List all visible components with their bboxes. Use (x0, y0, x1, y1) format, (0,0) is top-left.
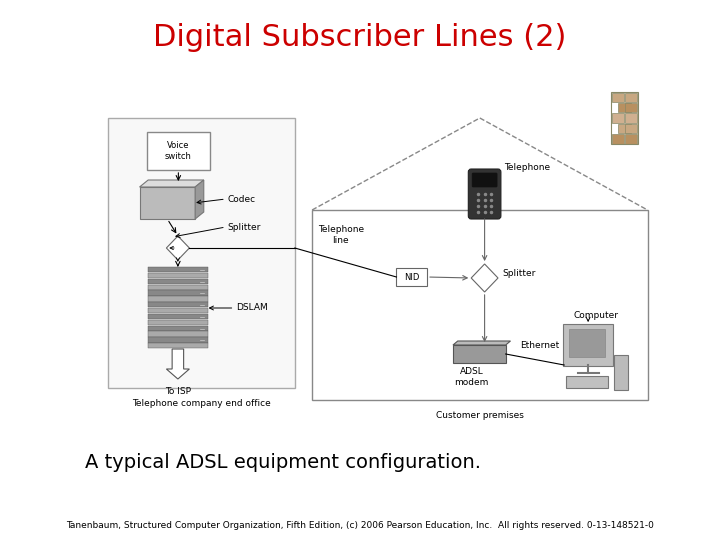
FancyBboxPatch shape (312, 210, 647, 400)
FancyBboxPatch shape (147, 132, 210, 170)
FancyBboxPatch shape (148, 320, 207, 325)
FancyBboxPatch shape (468, 169, 501, 219)
Text: Telephone
line: Telephone line (318, 225, 364, 245)
Text: Codec: Codec (228, 194, 256, 204)
FancyBboxPatch shape (618, 103, 631, 112)
Polygon shape (166, 349, 189, 379)
Polygon shape (195, 180, 204, 219)
FancyBboxPatch shape (148, 308, 207, 313)
FancyBboxPatch shape (611, 113, 624, 123)
Polygon shape (453, 341, 510, 345)
Text: A typical ADSL equipment configuration.: A typical ADSL equipment configuration. (85, 453, 481, 471)
FancyBboxPatch shape (148, 343, 207, 348)
FancyBboxPatch shape (625, 124, 637, 133)
FancyBboxPatch shape (148, 267, 207, 272)
FancyBboxPatch shape (611, 134, 624, 144)
FancyBboxPatch shape (563, 324, 613, 366)
FancyBboxPatch shape (148, 291, 207, 296)
FancyBboxPatch shape (453, 345, 505, 363)
Text: ADSL
modem: ADSL modem (454, 367, 489, 387)
FancyBboxPatch shape (148, 279, 207, 284)
Text: Voice
switch: Voice switch (165, 141, 192, 161)
FancyBboxPatch shape (148, 338, 207, 343)
FancyBboxPatch shape (569, 329, 606, 357)
Polygon shape (140, 180, 204, 187)
FancyBboxPatch shape (148, 332, 207, 337)
Text: Ethernet: Ethernet (520, 341, 559, 350)
FancyBboxPatch shape (148, 314, 207, 319)
FancyBboxPatch shape (611, 92, 624, 102)
FancyBboxPatch shape (472, 173, 497, 187)
Text: Customer premises: Customer premises (436, 411, 523, 420)
FancyBboxPatch shape (148, 302, 207, 307)
FancyBboxPatch shape (625, 113, 637, 123)
Polygon shape (166, 236, 189, 260)
Text: DSLAM: DSLAM (236, 303, 268, 313)
Text: Computer: Computer (573, 312, 618, 321)
FancyBboxPatch shape (148, 296, 207, 302)
Text: To ISP: To ISP (165, 387, 191, 396)
Text: Splitter: Splitter (503, 268, 536, 278)
Text: NID: NID (404, 273, 420, 281)
Polygon shape (471, 264, 498, 292)
FancyBboxPatch shape (625, 92, 637, 102)
FancyBboxPatch shape (108, 118, 294, 388)
FancyBboxPatch shape (140, 187, 195, 219)
FancyBboxPatch shape (625, 134, 637, 144)
FancyBboxPatch shape (566, 376, 608, 388)
Text: Splitter: Splitter (228, 222, 261, 232)
Text: Telephone: Telephone (504, 163, 550, 172)
Text: Digital Subscriber Lines (2): Digital Subscriber Lines (2) (153, 24, 567, 52)
FancyBboxPatch shape (614, 355, 629, 390)
FancyBboxPatch shape (148, 326, 207, 331)
FancyBboxPatch shape (148, 285, 207, 290)
Text: Tanenbaum, Structured Computer Organization, Fifth Edition, (c) 2006 Pearson Edu: Tanenbaum, Structured Computer Organizat… (66, 522, 654, 530)
FancyBboxPatch shape (618, 124, 631, 133)
FancyBboxPatch shape (625, 103, 637, 112)
FancyBboxPatch shape (148, 273, 207, 278)
Text: Telephone company end office: Telephone company end office (132, 399, 271, 408)
FancyBboxPatch shape (397, 268, 427, 286)
